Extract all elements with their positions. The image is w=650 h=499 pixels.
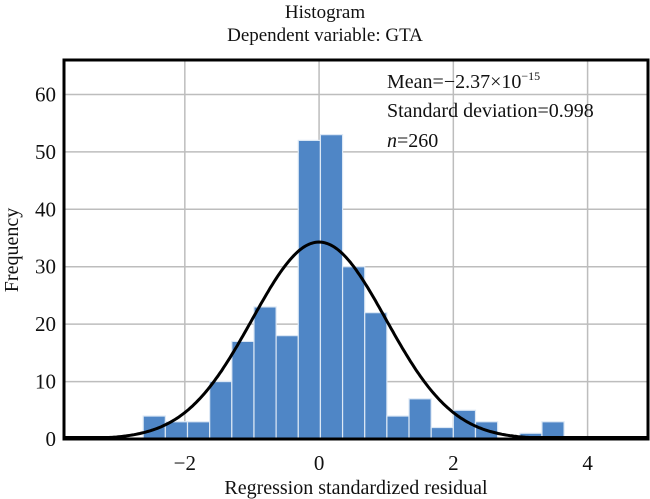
x-tick-label: 4 — [582, 451, 593, 475]
mean-annotation: Mean=−2.37×10−15 — [387, 69, 540, 93]
y-tick-label: 10 — [35, 370, 56, 394]
y-tick-label: 20 — [35, 312, 56, 336]
stats-annotation: Mean=−2.37×10−15 Standard deviation=0.99… — [387, 69, 594, 152]
y-tick-label: 60 — [35, 82, 56, 106]
n-symbol: n — [387, 130, 397, 152]
histogram-bar — [209, 380, 233, 440]
y-tick-labels: 0 10 20 30 40 50 60 — [35, 82, 56, 451]
histogram-bar — [319, 134, 344, 440]
x-tick-label: 2 — [448, 451, 459, 475]
n-annotation: n=260 — [387, 130, 438, 152]
x-axis-label: Regression standardized residual — [224, 477, 488, 499]
histogram-bar — [275, 335, 299, 440]
plot-frame — [62, 58, 650, 441]
y-tick-label: 30 — [35, 255, 56, 279]
histogram-bar — [341, 266, 366, 440]
x-tick-label: −2 — [174, 451, 196, 475]
histogram-bar — [430, 426, 454, 440]
histogram-bar — [386, 415, 410, 440]
x-tick-labels: −2 0 2 4 — [174, 451, 594, 475]
histogram-bar — [186, 421, 211, 440]
histogram-bar — [408, 398, 432, 440]
y-tick-label: 40 — [35, 197, 56, 221]
x-tick-label: 0 — [314, 451, 325, 475]
mean-exponent: −15 — [521, 69, 540, 83]
chart-subtitle: Dependent variable: GTA — [227, 25, 423, 46]
y-tick-label: 50 — [35, 140, 56, 164]
chart-title: Histogram — [284, 2, 366, 23]
histogram-bar — [297, 139, 322, 440]
n-value: =260 — [397, 130, 438, 152]
y-axis-label: Frequency — [1, 208, 23, 292]
y-tick-label: 0 — [46, 427, 57, 451]
histogram-bar — [253, 306, 277, 440]
histogram-bar — [364, 312, 388, 440]
histogram-bar — [231, 340, 255, 440]
sd-annotation: Standard deviation=0.998 — [387, 100, 594, 122]
mean-text: Mean=−2.37×10 — [387, 71, 521, 93]
